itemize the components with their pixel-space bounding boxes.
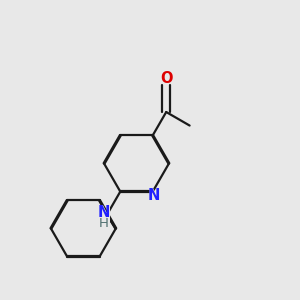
Text: N: N [147,188,161,203]
Text: O: O [160,71,172,86]
Text: N: N [97,205,111,220]
Text: H: H [99,217,109,230]
Text: N: N [148,188,160,203]
Text: N: N [98,205,110,220]
Text: H: H [97,216,111,231]
Text: O: O [160,71,173,86]
